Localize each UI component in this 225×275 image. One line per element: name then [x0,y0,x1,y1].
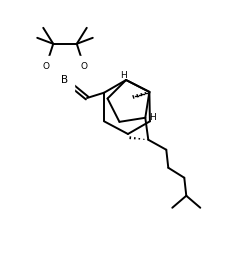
Text: H: H [149,113,156,122]
Text: B: B [61,75,69,85]
Text: H: H [120,70,126,79]
Text: O: O [43,62,50,71]
Text: O: O [81,62,88,71]
